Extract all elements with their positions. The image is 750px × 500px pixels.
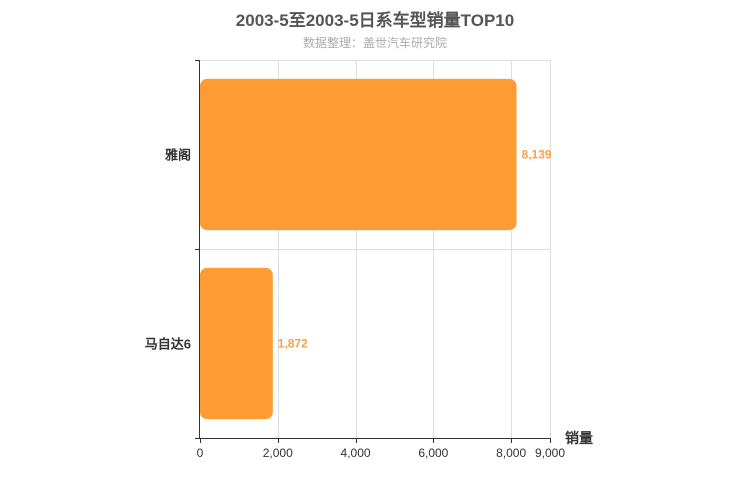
data-label: 8,139 (522, 148, 552, 162)
x-tick-label: 6,000 (418, 446, 448, 460)
x-axis-title: 销量 (565, 430, 593, 446)
x-tick-label: 4,000 (341, 446, 371, 460)
bar (200, 78, 517, 231)
x-tick-label: 0 (197, 446, 204, 460)
bar (200, 267, 273, 420)
category-label: 马自达6 (145, 337, 191, 352)
x-tick-label: 9,000 (535, 446, 565, 460)
label-layer: 8,139 雅阁 1,872 马自达6 (145, 148, 552, 352)
x-tick-label: 2,000 (263, 446, 293, 460)
x-tick-label: 8,000 (496, 446, 526, 460)
bar-layer (200, 78, 517, 420)
chart-subtitle: 数据整理：盖世汽车研究院 (302, 36, 447, 50)
category-label: 雅阁 (165, 148, 191, 163)
chart-title: 2003-5至2003-5日系车型销量TOP10 (235, 11, 515, 30)
data-label: 1,872 (278, 337, 308, 351)
